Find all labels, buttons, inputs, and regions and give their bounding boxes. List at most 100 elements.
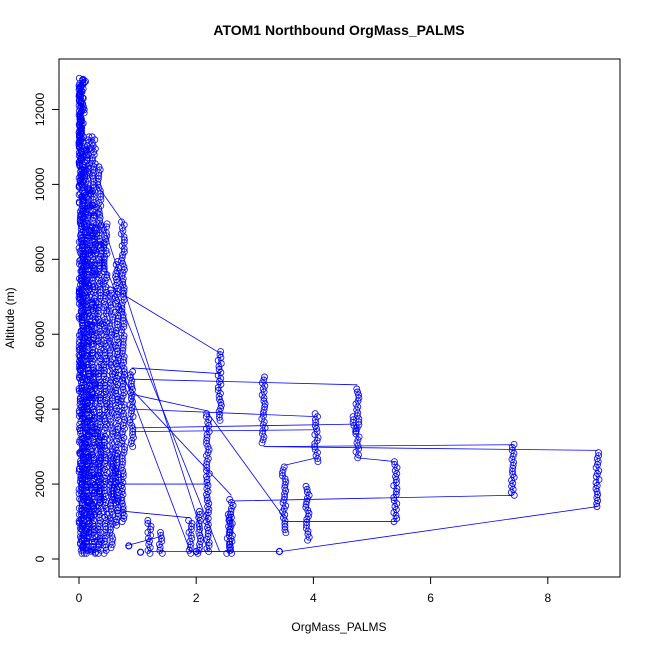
profile-segment bbox=[92, 547, 94, 551]
profile-segment bbox=[85, 469, 90, 473]
profile-segment bbox=[81, 178, 83, 182]
profile-segment bbox=[81, 244, 84, 248]
profile-segment bbox=[207, 422, 210, 426]
profile bbox=[109, 451, 120, 507]
profile-segment bbox=[122, 338, 125, 342]
profile-segment bbox=[93, 541, 95, 545]
profile-segment bbox=[88, 253, 90, 257]
data-point bbox=[120, 263, 128, 271]
profile-segment bbox=[82, 202, 84, 206]
data-point bbox=[203, 434, 211, 442]
connector-line bbox=[114, 509, 191, 519]
profile-segment bbox=[80, 295, 84, 299]
profile-segment bbox=[103, 412, 108, 416]
data-point bbox=[258, 379, 266, 387]
profile-segment bbox=[91, 172, 94, 176]
profile-segment bbox=[91, 325, 96, 329]
profile-segment bbox=[109, 517, 112, 521]
connector-line bbox=[131, 423, 355, 429]
data-point bbox=[112, 387, 120, 394]
profile-segment bbox=[86, 424, 89, 428]
profile-segment bbox=[284, 478, 287, 482]
profile-segment bbox=[230, 514, 232, 518]
profile bbox=[302, 482, 313, 544]
profile-segment bbox=[81, 262, 83, 266]
data-point bbox=[129, 425, 137, 433]
profile-segment bbox=[92, 520, 94, 524]
data-point bbox=[595, 449, 602, 457]
data-point bbox=[393, 515, 401, 522]
profile-segment bbox=[99, 349, 101, 353]
data-point bbox=[157, 529, 164, 536]
data-point bbox=[101, 349, 109, 356]
data-point bbox=[83, 259, 91, 267]
profile-segment bbox=[104, 502, 107, 506]
data-point bbox=[353, 385, 361, 393]
profile-segment bbox=[98, 232, 101, 236]
profile-segment bbox=[86, 403, 88, 407]
data-point bbox=[100, 256, 108, 264]
profile-segment bbox=[91, 514, 96, 518]
profile-segment bbox=[92, 394, 94, 398]
profile-segment bbox=[217, 360, 222, 364]
profile bbox=[126, 368, 137, 451]
profile-segment bbox=[207, 446, 210, 450]
profile-segment bbox=[121, 401, 125, 405]
profile-segment bbox=[104, 295, 106, 299]
profile-segment bbox=[80, 115, 82, 119]
data-point bbox=[118, 302, 126, 310]
profile-segment bbox=[121, 485, 123, 489]
profile-segment bbox=[97, 340, 102, 344]
profile-segment bbox=[81, 484, 83, 488]
profile-segment bbox=[393, 485, 398, 489]
data-point bbox=[594, 491, 602, 498]
profile-segment bbox=[198, 526, 201, 530]
profile-segment bbox=[86, 322, 89, 326]
profile-segment bbox=[80, 277, 82, 281]
data-point bbox=[205, 446, 213, 454]
profile-segment bbox=[314, 434, 319, 438]
profile-segment bbox=[98, 508, 102, 512]
profile-segment bbox=[103, 316, 106, 320]
profile-segment bbox=[100, 457, 102, 461]
data-point bbox=[96, 187, 104, 195]
profile-segment bbox=[80, 235, 82, 239]
profile bbox=[311, 410, 322, 466]
profile-segment bbox=[103, 226, 107, 230]
profile-segment bbox=[86, 445, 88, 449]
data-point bbox=[118, 377, 126, 385]
data-point bbox=[203, 461, 210, 469]
profile-segment bbox=[112, 463, 114, 467]
profile-segment bbox=[116, 291, 119, 295]
profile-segment bbox=[98, 211, 101, 215]
profile-segment bbox=[82, 496, 84, 500]
data-point bbox=[94, 210, 102, 217]
profile-segment bbox=[104, 388, 107, 392]
data-point bbox=[100, 427, 108, 434]
data-point bbox=[355, 445, 363, 453]
profile-segment bbox=[91, 175, 94, 179]
profile-segment bbox=[86, 484, 88, 488]
data-point bbox=[78, 515, 85, 523]
profile-segment bbox=[206, 476, 208, 480]
profile-segment bbox=[100, 538, 102, 542]
data-point bbox=[79, 79, 87, 87]
profile-segment bbox=[282, 499, 285, 503]
profile-segment bbox=[82, 205, 84, 209]
profile-segment bbox=[92, 340, 94, 344]
profile-segment bbox=[92, 346, 94, 350]
profile-segment bbox=[110, 505, 112, 509]
vertical-profiles bbox=[76, 76, 603, 557]
profile-segment bbox=[91, 361, 93, 365]
profile-segment bbox=[81, 442, 83, 446]
data-point bbox=[96, 166, 104, 174]
data-point bbox=[196, 511, 204, 518]
data-point bbox=[76, 427, 84, 434]
profile-segment bbox=[87, 496, 90, 500]
data-point bbox=[80, 103, 87, 111]
profile-segment bbox=[94, 241, 96, 245]
data-point bbox=[106, 349, 114, 357]
data-point bbox=[349, 413, 357, 421]
profile-segment bbox=[80, 232, 82, 236]
profile-segment bbox=[116, 495, 119, 499]
